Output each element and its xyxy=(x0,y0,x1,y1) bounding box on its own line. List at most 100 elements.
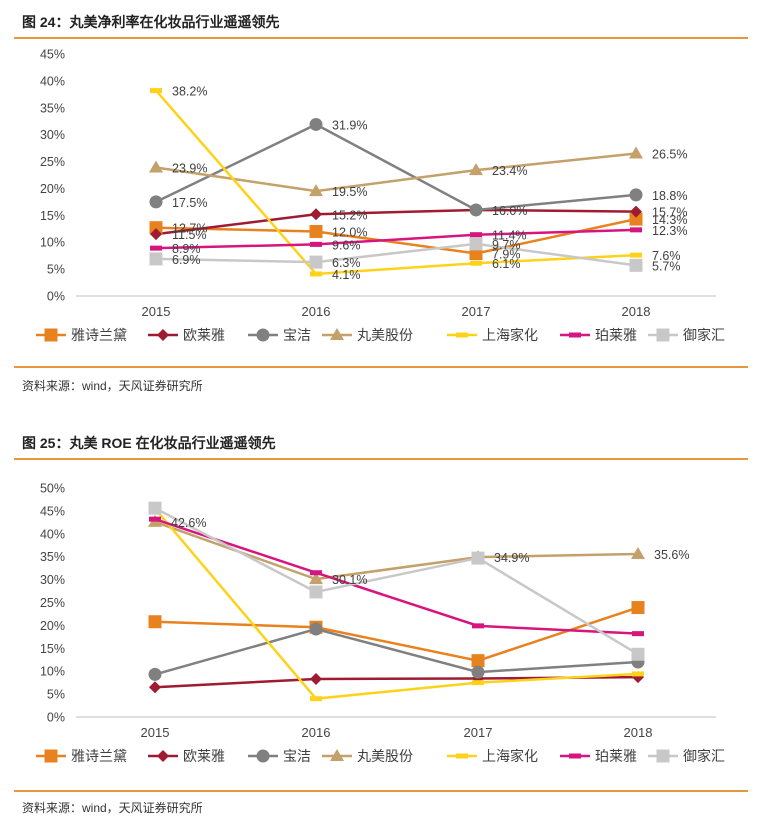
data-label: 6.9% xyxy=(172,253,201,267)
y-tick-label: 10% xyxy=(40,236,65,250)
data-label: 12.7% xyxy=(172,222,207,236)
data-point xyxy=(310,208,322,221)
data-point xyxy=(632,671,644,684)
series-line xyxy=(155,208,637,236)
data-point xyxy=(472,680,484,686)
figure-24-chart: 0% 5% 10% 15% 20% 25% 30% 35% 40% 45% 2015 2016 2017… xyxy=(36,48,725,343)
x-tick-label: 2015 xyxy=(142,304,171,319)
data-point xyxy=(309,117,323,131)
series-line xyxy=(155,152,637,193)
y-tick-label: 45% xyxy=(40,504,65,518)
y-tick-label: 45% xyxy=(40,48,65,62)
data-label: 5.7% xyxy=(652,259,681,273)
y-tick-label: 5% xyxy=(47,688,65,702)
data-point xyxy=(150,245,162,251)
legend-label: 珀莱雅 xyxy=(595,327,637,343)
data-point xyxy=(469,203,483,217)
data-point xyxy=(472,623,484,629)
series-line xyxy=(154,627,639,676)
data-point xyxy=(470,260,482,266)
data-label: 14.3% xyxy=(652,213,687,227)
data-label: 9.6% xyxy=(332,238,361,252)
x-tick-label: 2015 xyxy=(141,725,170,740)
data-point xyxy=(310,696,322,702)
legend-marker xyxy=(157,750,169,762)
data-label: 7.6% xyxy=(652,249,681,263)
y-tick-label: 25% xyxy=(40,155,65,169)
data-label: 6.3% xyxy=(332,256,361,270)
x-tick-label: 2018 xyxy=(622,304,651,319)
y-tick-label: 0% xyxy=(47,711,65,725)
data-label: 16.0% xyxy=(492,204,527,218)
series-line xyxy=(154,520,639,581)
series-line xyxy=(155,217,637,255)
data-point xyxy=(149,516,161,522)
data-label: 19.5% xyxy=(332,185,367,199)
legend-marker xyxy=(656,749,670,763)
data-label: 15.2% xyxy=(332,208,367,222)
data-point xyxy=(629,258,643,272)
x-tick-label: 2018 xyxy=(624,725,653,740)
data-point xyxy=(630,205,642,218)
data-point xyxy=(632,671,644,677)
series-line xyxy=(154,507,639,656)
legend-label: 雅诗兰黛 xyxy=(71,748,127,764)
x-tick-label: 2017 xyxy=(462,304,491,319)
data-label: 23.4% xyxy=(492,164,527,178)
data-point xyxy=(469,237,483,251)
data-point xyxy=(629,212,643,226)
legend-marker xyxy=(256,328,270,342)
legend-label: 欧莱雅 xyxy=(183,748,225,764)
data-point xyxy=(309,585,323,599)
y-tick-label: 20% xyxy=(40,182,65,196)
legend-marker xyxy=(157,329,169,341)
data-point xyxy=(629,146,643,159)
data-label: 38.2% xyxy=(172,85,207,99)
data-label: 17.5% xyxy=(172,196,207,210)
data-label: 11.4% xyxy=(492,229,527,243)
legend-label: 欧莱雅 xyxy=(183,327,225,343)
data-point xyxy=(631,647,645,661)
figure-24-top-rule xyxy=(14,37,748,39)
data-point xyxy=(309,184,323,197)
data-point xyxy=(310,672,322,685)
y-tick-label: 5% xyxy=(47,263,65,277)
data-point xyxy=(149,252,163,266)
data-point xyxy=(631,601,645,615)
legend-label: 宝洁 xyxy=(283,748,311,764)
data-label: 6.1% xyxy=(492,257,521,271)
data-label: 35.6% xyxy=(654,548,689,562)
y-tick-label: 15% xyxy=(40,209,65,223)
legend-label: 上海家化 xyxy=(482,327,538,343)
series-line xyxy=(155,242,637,267)
data-label: 12.0% xyxy=(332,225,367,239)
data-point xyxy=(149,221,163,235)
legend-marker xyxy=(330,749,344,761)
data-label: 42.6% xyxy=(171,516,206,530)
legend-marker xyxy=(256,749,270,763)
series-line xyxy=(155,228,637,250)
data-point xyxy=(632,631,644,637)
data-point xyxy=(149,195,163,209)
y-tick-label: 0% xyxy=(47,290,65,304)
data-label: 4.1% xyxy=(332,268,361,282)
legend-label: 丸美股份 xyxy=(357,748,413,764)
y-tick-label: 30% xyxy=(40,128,65,142)
data-point xyxy=(148,667,162,681)
figure-24-title: 图 24：丸美净利率在化妆品行业遥遥领先 xyxy=(22,14,280,30)
data-point xyxy=(630,227,642,233)
data-point xyxy=(148,615,162,629)
y-tick-label: 10% xyxy=(40,665,65,679)
series-line xyxy=(155,89,637,276)
x-tick-label: 2016 xyxy=(302,304,331,319)
data-point xyxy=(310,271,322,277)
data-point xyxy=(631,546,645,559)
y-tick-label: 35% xyxy=(40,550,65,564)
y-tick-label: 50% xyxy=(40,482,65,496)
series-line xyxy=(154,507,639,700)
data-point xyxy=(471,654,485,668)
data-label: 30.1% xyxy=(332,573,367,587)
data-point xyxy=(310,570,322,576)
legend-marker xyxy=(44,328,58,342)
data-point xyxy=(309,622,323,636)
